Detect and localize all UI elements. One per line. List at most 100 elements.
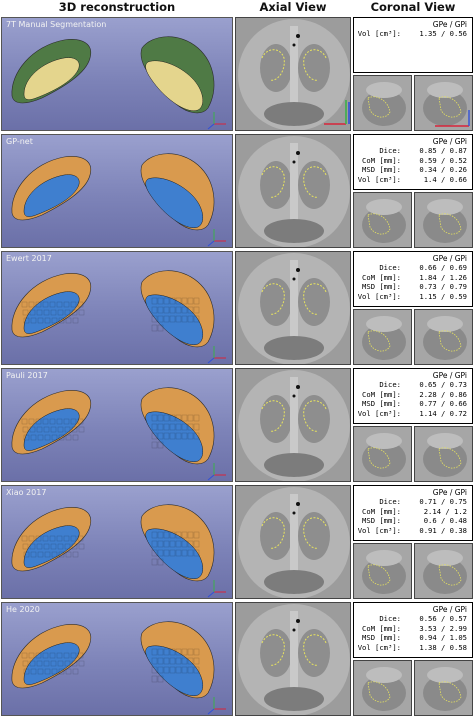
metric-value: 1.84 / 1.26 bbox=[419, 272, 467, 282]
metric-key: MSD [mm]: bbox=[362, 165, 401, 174]
metric-key: Dice: bbox=[379, 497, 401, 506]
metrics-box: GPe / GPi Dice: 0.56 / 0.57 CoM [mm]: 3.53 /… bbox=[353, 602, 473, 658]
metric-value: 3.53 / 2.99 bbox=[419, 623, 467, 633]
coronal-mri-image bbox=[414, 309, 473, 365]
axial-mri-image bbox=[235, 368, 351, 482]
metrics-header: GPe / GPi bbox=[432, 605, 467, 614]
coronal-mri-image bbox=[353, 192, 412, 248]
metric-line: Vol [cm³]: 1.15 / 0.59 bbox=[357, 292, 469, 302]
gp-3d-render bbox=[11, 270, 226, 364]
metric-line: CoM [mm]: 1.84 / 1.26 bbox=[357, 273, 469, 283]
metric-value: 1.4 / 0.66 bbox=[423, 174, 467, 184]
metric-key: Vol [cm³]: bbox=[357, 29, 401, 38]
metric-value: 2.28 / 0.86 bbox=[419, 389, 467, 399]
method-label: He 2020 bbox=[6, 605, 40, 614]
method-label: Xiao 2017 bbox=[6, 488, 47, 497]
axial-mri-image bbox=[235, 17, 351, 131]
method-label: Ewert 2017 bbox=[6, 254, 52, 263]
method-label: Pauli 2017 bbox=[6, 371, 48, 380]
coronal-mri-image bbox=[353, 309, 412, 365]
metric-value: 0.85 / 0.87 bbox=[419, 146, 467, 155]
metric-value: 0.73 / 0.79 bbox=[419, 282, 467, 291]
metric-line: Vol [cm³]: 1.38 / 0.58 bbox=[357, 643, 469, 653]
gp-3d-render bbox=[11, 621, 226, 715]
coronal-mri-image bbox=[353, 75, 412, 131]
metric-key: Vol [cm³]: bbox=[357, 525, 401, 535]
gp-3d-render bbox=[11, 153, 226, 247]
method-label: 7T Manual Segmentation bbox=[6, 20, 107, 29]
metric-line: MSD [mm]: 0.77 / 0.66 bbox=[357, 399, 469, 409]
metric-key: MSD [mm]: bbox=[362, 282, 401, 291]
header-axial-view: Axial View bbox=[259, 0, 327, 14]
metrics-header: GPe / GPi bbox=[432, 20, 467, 29]
metric-line: CoM [mm]: 0.59 / 0.52 bbox=[357, 156, 469, 166]
metric-key: MSD [mm]: bbox=[362, 516, 401, 525]
metric-line: CoM [mm]: 3.53 / 2.99 bbox=[357, 624, 469, 634]
metric-key: CoM [mm]: bbox=[362, 272, 401, 282]
metric-key: Vol [cm³]: bbox=[357, 291, 401, 301]
metrics-box: GPe / GPi Dice: 0.85 / 0.87 CoM [mm]: 0.59 /… bbox=[353, 134, 473, 190]
metric-value: 1.35 / 0.56 bbox=[419, 29, 467, 38]
metric-line: Dice: 0.85 / 0.87 bbox=[357, 146, 469, 156]
reconstruction-panel: Xiao 2017 bbox=[1, 485, 233, 599]
metric-line: MSD [mm]: 0.6 / 0.48 bbox=[357, 516, 469, 526]
metric-key: MSD [mm]: bbox=[362, 399, 401, 408]
method-row: Ewert 2017 GPe / GPi Dice: 0.66 / 0.69 CoM [… bbox=[0, 251, 474, 365]
metric-value: 1.15 / 0.59 bbox=[419, 291, 467, 301]
axial-mri-image bbox=[235, 602, 351, 716]
metric-key: Vol [cm³]: bbox=[357, 642, 401, 652]
metrics-box: GPe / GPi Dice: 0.71 / 0.75 CoM [mm]: 2.14 /… bbox=[353, 485, 473, 541]
metric-line: Dice: 0.66 / 0.69 bbox=[357, 263, 469, 273]
coronal-mri-image bbox=[414, 426, 473, 482]
metric-value: 0.65 / 0.73 bbox=[419, 380, 467, 389]
metric-key: Dice: bbox=[379, 380, 401, 389]
reconstruction-panel: 7T Manual Segmentation bbox=[1, 17, 233, 131]
metrics-header: GPe / GPi bbox=[432, 488, 467, 497]
metric-value: 0.94 / 1.05 bbox=[419, 633, 467, 642]
coronal-mri-image bbox=[414, 660, 473, 716]
metric-key: CoM [mm]: bbox=[362, 155, 401, 165]
coronal-mri-image bbox=[414, 192, 473, 248]
axial-mri-image bbox=[235, 134, 351, 248]
metric-key: Dice: bbox=[379, 263, 401, 272]
gp-3d-render bbox=[11, 36, 226, 130]
metrics-box: GPe / GPi Vol [cm³]: 1.35 / 0.56 bbox=[353, 17, 473, 73]
metric-value: 0.6 / 0.48 bbox=[423, 516, 467, 525]
metric-value: 0.56 / 0.57 bbox=[419, 614, 467, 623]
metrics-header: GPe / GPi bbox=[432, 137, 467, 146]
metric-line: CoM [mm]: 2.14 / 1.2 bbox=[357, 507, 469, 517]
gp-3d-render bbox=[11, 387, 226, 481]
method-label: GP-net bbox=[6, 137, 33, 146]
header-coronal-view: Coronal View bbox=[370, 0, 456, 14]
method-row: Xiao 2017 GPe / GPi Dice: 0.71 / 0.75 CoM [m… bbox=[0, 485, 474, 599]
metric-value: 0.91 / 0.38 bbox=[419, 525, 467, 535]
metric-line: Dice: 0.71 / 0.75 bbox=[357, 497, 469, 507]
metrics-box: GPe / GPi Dice: 0.66 / 0.69 CoM [mm]: 1.84 /… bbox=[353, 251, 473, 307]
axial-mri-image bbox=[235, 485, 351, 599]
metrics-header: GPe / GPi bbox=[432, 254, 467, 263]
method-row: He 2020 GPe / GPi Dice: 0.56 / 0.57 CoM [mm]… bbox=[0, 602, 474, 716]
reconstruction-panel: He 2020 bbox=[1, 602, 233, 716]
coronal-mri-image bbox=[414, 75, 473, 131]
metric-key: CoM [mm]: bbox=[362, 506, 401, 516]
metric-value: 0.71 / 0.75 bbox=[419, 497, 467, 506]
metric-value: 0.34 / 0.26 bbox=[419, 165, 467, 174]
metric-line: Vol [cm³]: 1.35 / 0.56 bbox=[357, 29, 469, 39]
metric-key: CoM [mm]: bbox=[362, 623, 401, 633]
metric-key: MSD [mm]: bbox=[362, 633, 401, 642]
metric-line: MSD [mm]: 0.94 / 1.05 bbox=[357, 633, 469, 643]
gp-3d-render bbox=[11, 504, 226, 598]
metric-value: 1.14 / 0.72 bbox=[419, 408, 467, 418]
metric-line: Dice: 0.56 / 0.57 bbox=[357, 614, 469, 624]
coronal-mri-image bbox=[353, 426, 412, 482]
metric-line: CoM [mm]: 2.28 / 0.86 bbox=[357, 390, 469, 400]
metric-line: Dice: 0.65 / 0.73 bbox=[357, 380, 469, 390]
metric-line: Vol [cm³]: 1.4 / 0.66 bbox=[357, 175, 469, 185]
metric-line: MSD [mm]: 0.73 / 0.79 bbox=[357, 282, 469, 292]
metric-value: 1.38 / 0.58 bbox=[419, 642, 467, 652]
reconstruction-panel: GP-net bbox=[1, 134, 233, 248]
coronal-mri-image bbox=[353, 543, 412, 599]
header-3d-reconstruction: 3D reconstruction bbox=[58, 0, 176, 14]
method-row: GP-net GPe / GPi Dice: 0.85 / 0.87 CoM [mm]:… bbox=[0, 134, 474, 248]
metric-value: 0.77 / 0.66 bbox=[419, 399, 467, 408]
